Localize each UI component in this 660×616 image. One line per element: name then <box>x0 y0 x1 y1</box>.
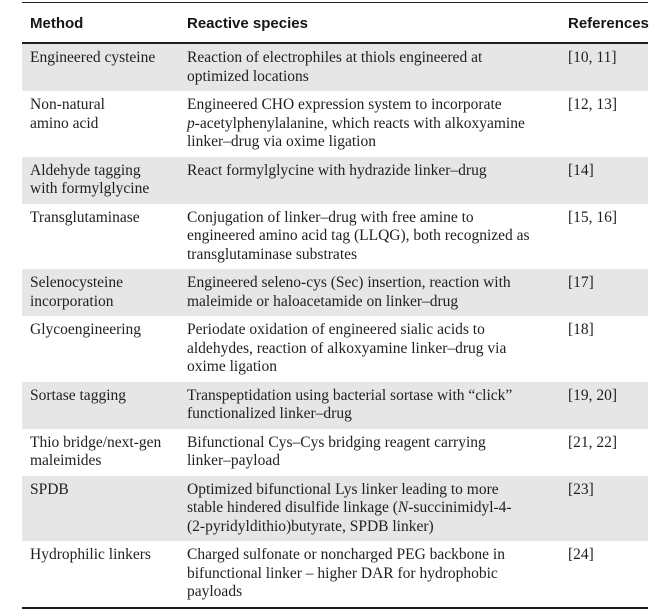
species-text: -succinimidyl-4- (2-pyridyldithio)butyra… <box>187 499 512 535</box>
species-cell: Bifunctional Cys–Cys bridging reagent ca… <box>187 429 565 476</box>
method-cell: Glycoengineering <box>30 321 142 338</box>
conjugation-methods-table: Method Reactive species References Engin… <box>22 2 649 609</box>
table-body: Engineered cysteine Reaction of electroph… <box>22 43 648 608</box>
table-row: Transglutaminase Conjugation of linker–dr… <box>22 204 648 270</box>
header-method: Method <box>22 2 187 44</box>
species-text: React formylglycine with hydrazide linke… <box>187 161 487 179</box>
method-cell: Thio bridge/next-gen maleimides <box>30 433 162 470</box>
species-cell: Optimized bifunctional Lys linker leadin… <box>187 476 565 542</box>
species-text-italic: p <box>187 114 195 132</box>
table-row: Engineered cysteine Reaction of electroph… <box>22 43 648 91</box>
species-text: Optimized bifunctional Lys linker leadin… <box>187 480 499 517</box>
refs-cell: [12, 13] <box>568 96 618 113</box>
species-text: -acetylphenylalanine, which reacts with … <box>187 114 525 151</box>
header-reactive-species: Reactive species <box>187 2 565 44</box>
species-text: Charged sulfonate or noncharged PEG back… <box>187 546 505 600</box>
species-text: Reaction of electrophiles at thiols engi… <box>187 49 483 85</box>
refs-cell: [21, 22] <box>568 433 618 451</box>
header-references: References <box>565 2 649 44</box>
method-cell: Aldehyde tagging with formylglycine <box>30 161 150 198</box>
species-text: Periodate oxidation of engineered sialic… <box>187 321 507 375</box>
table-row: Glycoengineering Periodate oxidation of e… <box>22 316 648 382</box>
table-row: SPDB Optimized bifunctional Lys linker le… <box>22 475 648 542</box>
table-row: Hydrophilic linkers Charged sulfonate or … <box>22 541 648 608</box>
refs-cell: [24] <box>568 546 594 563</box>
species-cell: Engineered CHO expression system to inco… <box>187 91 565 157</box>
species-cell: Periodate oxidation of engineered sialic… <box>187 316 565 382</box>
refs-cell: [23] <box>568 480 594 498</box>
method-cell: SPDB <box>30 480 69 498</box>
method-cell: Sortase tagging <box>30 386 126 404</box>
table-row: Non-natural amino acid Engineered CHO exp… <box>22 91 648 157</box>
method-cell: Non-natural amino acid <box>30 96 105 132</box>
method-cell: Engineered cysteine <box>30 49 156 66</box>
species-text: Engineered CHO expression system to inco… <box>187 96 502 113</box>
refs-cell: [14] <box>568 161 594 179</box>
refs-cell: [10, 11] <box>568 49 617 66</box>
species-text: Engineered seleno-cys (Sec) insertion, r… <box>187 274 511 310</box>
species-cell: Charged sulfonate or noncharged PEG back… <box>187 541 565 608</box>
refs-cell: [19, 20] <box>568 386 618 404</box>
table-header: Method Reactive species References <box>22 2 649 44</box>
method-cell: Hydrophilic linkers <box>30 546 151 563</box>
species-text: Conjugation of linker–drug with free ami… <box>187 208 530 263</box>
method-cell: Transglutaminase <box>30 208 140 226</box>
method-cell: Selenocysteine incorporation <box>30 274 123 310</box>
refs-cell: [15, 16] <box>568 208 618 226</box>
table-row: Thio bridge/next-gen maleimides Bifunctio… <box>22 429 648 476</box>
table-row: Selenocysteine incorporation Engineered s… <box>22 269 648 316</box>
species-text: Bifunctional Cys–Cys bridging reagent ca… <box>187 433 486 470</box>
table-row: Sortase tagging Transpeptidation using ba… <box>22 381 648 429</box>
table-row: Aldehyde tagging with formylglycine React… <box>22 156 648 204</box>
species-text-italic: N <box>397 499 409 516</box>
refs-cell: [18] <box>568 321 594 338</box>
species-cell: Reaction of electrophiles at thiols engi… <box>187 43 565 91</box>
species-cell: Engineered seleno-cys (Sec) insertion, r… <box>187 269 565 316</box>
species-text: Transpeptidation using bacterial sortase… <box>187 386 513 423</box>
refs-cell: [17] <box>568 274 594 291</box>
species-cell: React formylglycine with hydrazide linke… <box>187 157 565 204</box>
species-cell: Transpeptidation using bacterial sortase… <box>187 382 565 429</box>
species-cell: Conjugation of linker–drug with free ami… <box>187 204 565 270</box>
